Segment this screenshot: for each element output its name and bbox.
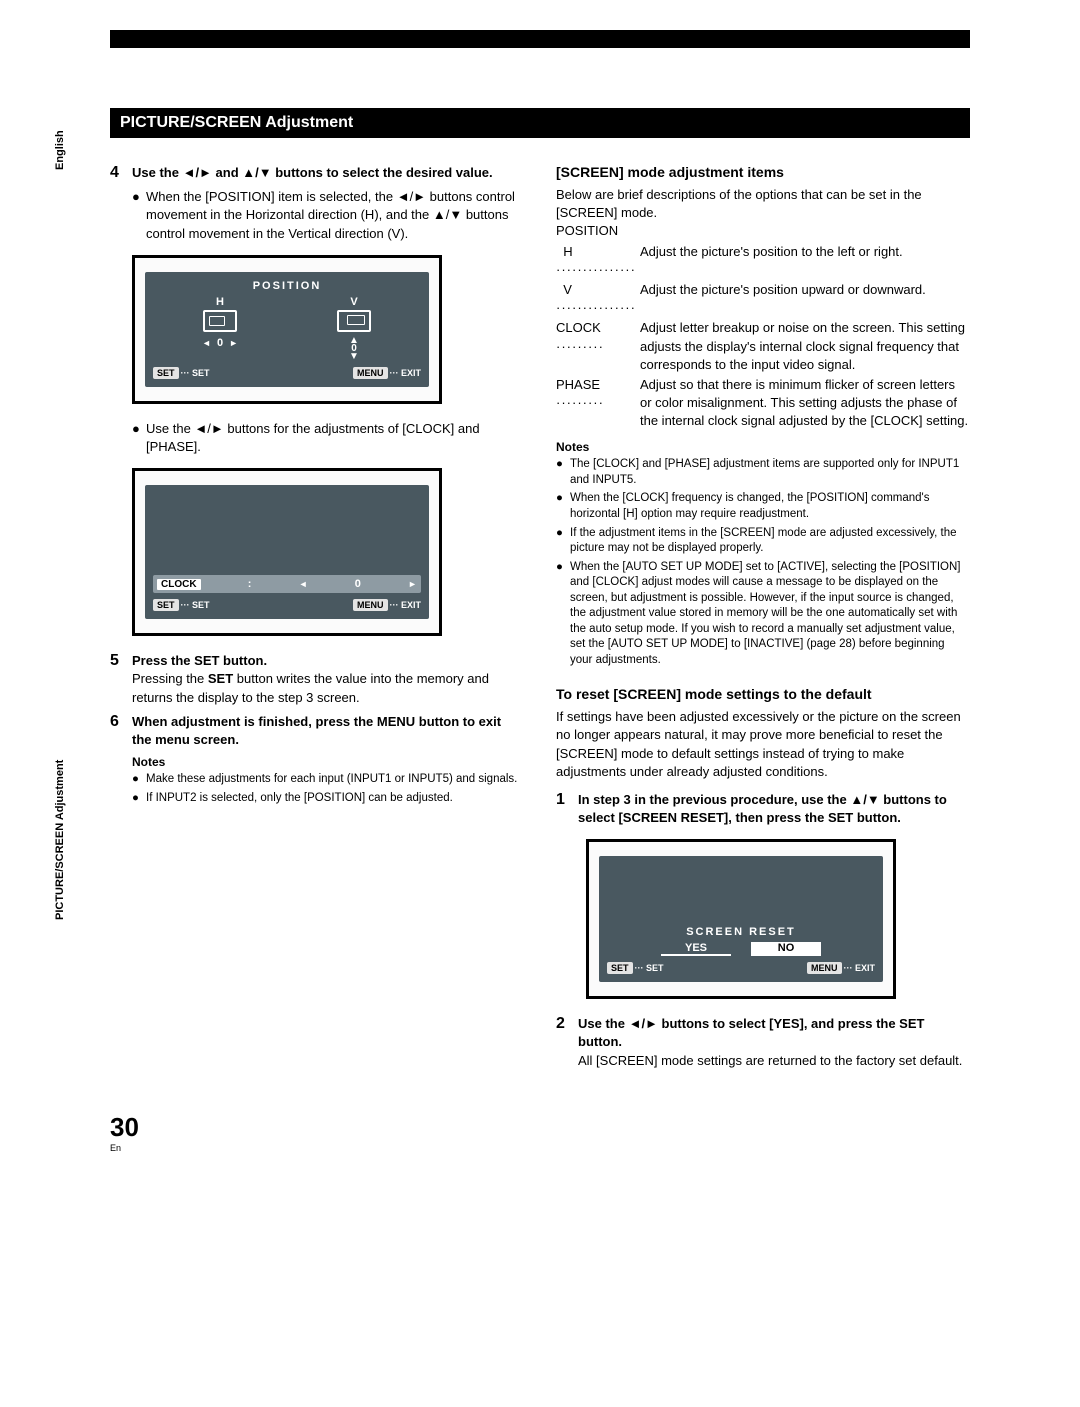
right-note-2: ●When the [CLOCK] frequency is changed, … (556, 491, 970, 522)
screen-mode-intro: Below are brief descriptions of the opti… (556, 186, 970, 222)
osd-clock-row: CLOCK : ◄ 0 ► (153, 575, 421, 593)
step-5: 5 Press the SET button. Pressing the SET… (110, 652, 524, 707)
step-4-bullet-1: ● When the [POSITION] item is selected, … (110, 188, 524, 243)
osd-v-value: ▲0▼ (287, 337, 421, 361)
osd-screen-reset-screenshot: SCREEN RESET YES NO SET··· SET MENU··· E… (586, 839, 896, 999)
step-number: 6 (110, 713, 132, 749)
osd-reset-no: NO (751, 942, 821, 956)
step-4-bullet-1-text: When the [POSITION] item is selected, th… (146, 188, 524, 243)
screen-mode-items-heading: [SCREEN] mode adjustment items (556, 164, 970, 180)
reset-step-1-title: In step 3 in the previous procedure, use… (578, 791, 970, 827)
def-h: H ··············· Adjust the picture's p… (556, 243, 970, 279)
osd-label-v: V (287, 296, 421, 308)
osd-set-chip: SET (153, 367, 179, 379)
def-clock: CLOCK ········· Adjust letter breakup or… (556, 319, 970, 374)
osd-menu-chip: MENU (353, 367, 388, 379)
step-5-body-a: Pressing the (132, 671, 208, 686)
page-lang: En (110, 1143, 970, 1153)
def-phase: PHASE ········· Adjust so that there is … (556, 376, 970, 431)
step-4: 4 Use the ◄/► and ▲/▼ buttons to select … (110, 164, 524, 182)
reset-body: If settings have been adjusted excessive… (556, 708, 970, 781)
step-6-title: When adjustment is finished, press the M… (132, 713, 524, 749)
step-number: 1 (556, 791, 578, 827)
osd-clock-colon: : (248, 578, 252, 590)
osd-reset-yes: YES (661, 942, 731, 956)
right-note-3: ●If the adjustment items in the [SCREEN]… (556, 526, 970, 557)
osd-reset-title: SCREEN RESET (607, 926, 875, 938)
side-tab-section: PICTURE/SCREEN Adjustment (54, 760, 66, 920)
osd-menu-chip: MENU (353, 599, 388, 611)
right-column: [SCREEN] mode adjustment items Below are… (556, 164, 970, 1076)
osd-clock-value: 0 (355, 578, 361, 590)
osd-menu-text: ··· EXIT (844, 963, 876, 973)
document-page: English PICTURE/SCREEN Adjustment PICTUR… (0, 0, 1080, 1183)
osd-position-screenshot: POSITION H ◄0► V (132, 255, 442, 404)
top-black-bar (110, 30, 970, 48)
step-4-bullet-2: ● Use the ◄/► buttons for the adjustment… (110, 420, 524, 456)
osd-h-icon (203, 310, 237, 332)
right-note-1: ●The [CLOCK] and [PHASE] adjustment item… (556, 457, 970, 488)
two-column-layout: 4 Use the ◄/► and ▲/▼ buttons to select … (110, 164, 970, 1076)
osd-set-chip: SET (607, 962, 633, 974)
step-6: 6 When adjustment is finished, press the… (110, 713, 524, 749)
osd-clock-screenshot: CLOCK : ◄ 0 ► SET··· SET MENU··· EXIT (132, 468, 442, 636)
notes-heading-left: Notes (110, 755, 524, 769)
osd-position-title: POSITION (153, 280, 421, 292)
osd-set-text: ··· SET (635, 963, 664, 973)
reset-step-2-body: All [SCREEN] mode settings are returned … (578, 1052, 970, 1070)
reset-step-2-title: Use the ◄/► buttons to select [YES], and… (578, 1015, 970, 1051)
reset-step-1: 1 In step 3 in the previous procedure, u… (556, 791, 970, 827)
osd-set-text: ··· SET (181, 600, 210, 610)
osd-set-text: ··· SET (181, 368, 210, 378)
osd-menu-chip: MENU (807, 962, 842, 974)
osd-menu-text: ··· EXIT (390, 368, 422, 378)
right-note-4: ●When the [AUTO SET UP MODE] set to [ACT… (556, 560, 970, 669)
osd-set-chip: SET (153, 599, 179, 611)
step-4-bullet-2-text: Use the ◄/► buttons for the adjustments … (146, 420, 524, 456)
reset-step-2: 2 Use the ◄/► buttons to select [YES], a… (556, 1015, 970, 1070)
side-tab-language: English (54, 130, 66, 170)
position-group-label: POSITION (556, 222, 970, 240)
osd-h-value: ◄0► (153, 337, 287, 349)
left-note-2: ●If INPUT2 is selected, only the [POSITI… (110, 791, 524, 807)
reset-heading: To reset [SCREEN] mode settings to the d… (556, 686, 970, 702)
left-note-1: ●Make these adjustments for each input (… (110, 772, 524, 788)
osd-clock-label: CLOCK (157, 579, 201, 590)
notes-heading-right: Notes (556, 440, 970, 454)
step-number: 4 (110, 164, 132, 182)
def-v: V ··············· Adjust the picture's p… (556, 281, 970, 317)
step-4-title: Use the ◄/► and ▲/▼ buttons to select th… (132, 164, 524, 182)
left-column: 4 Use the ◄/► and ▲/▼ buttons to select … (110, 164, 524, 1076)
step-number: 5 (110, 652, 132, 707)
step-5-body-set: SET (208, 671, 233, 686)
osd-label-h: H (153, 296, 287, 308)
section-heading: PICTURE/SCREEN Adjustment (110, 108, 970, 138)
step-5-title: Press the SET button. (132, 652, 524, 670)
page-number: 30 (110, 1112, 970, 1143)
step-number: 2 (556, 1015, 578, 1070)
osd-v-icon (337, 310, 371, 332)
osd-menu-text: ··· EXIT (390, 600, 422, 610)
